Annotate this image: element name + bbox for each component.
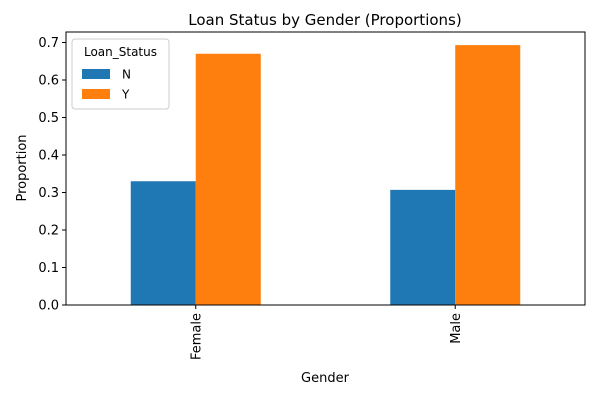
legend-swatch-y xyxy=(82,89,110,99)
y-tick-label: 0.1 xyxy=(38,261,59,276)
x-tick-label: Female xyxy=(189,313,204,360)
bars-group xyxy=(130,45,521,305)
legend-title: Loan_Status xyxy=(84,45,157,59)
legend-label-y: Y xyxy=(121,88,130,102)
legend-swatch-n xyxy=(82,69,110,79)
y-tick-label: 0.2 xyxy=(38,224,59,239)
y-tick-label: 0.3 xyxy=(38,186,59,201)
bar-female-n xyxy=(130,181,196,305)
bar-male-n xyxy=(390,189,456,305)
y-axis: 0.0 0.1 0.2 0.3 0.4 0.5 0.6 0.7 xyxy=(38,36,66,314)
chart-title: Loan Status by Gender (Proportions) xyxy=(188,11,461,29)
y-axis-label: Proportion xyxy=(15,134,30,201)
y-tick-label: 0.5 xyxy=(38,111,59,126)
y-tick-label: 0.4 xyxy=(38,149,59,164)
y-tick-label: 0.6 xyxy=(38,74,59,89)
x-axis: Female Male xyxy=(189,305,464,360)
y-tick-label: 0.7 xyxy=(38,36,59,51)
plot-frame xyxy=(65,31,586,306)
legend-label-n: N xyxy=(122,68,131,82)
x-tick-label: Male xyxy=(449,313,464,344)
bar-male-y xyxy=(455,45,521,305)
x-axis-label: Gender xyxy=(301,371,350,386)
y-tick-label: 0.0 xyxy=(38,299,59,314)
bar-female-y xyxy=(195,53,261,305)
legend: Loan_Status NY xyxy=(71,38,170,110)
